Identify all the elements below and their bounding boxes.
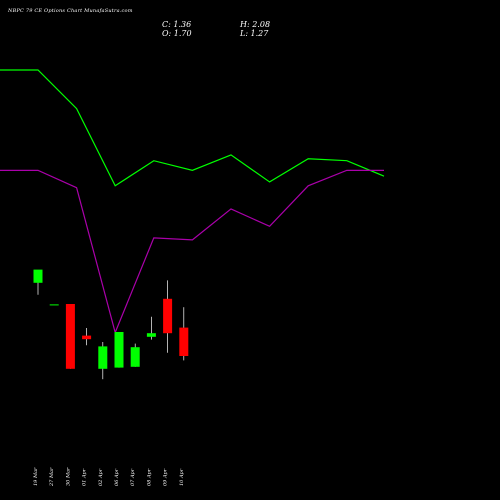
x-tick-label: 19 Mar [33, 467, 39, 486]
candle-body [146, 333, 156, 337]
candle-body [82, 335, 92, 340]
x-tick-label: 30 Mar [65, 467, 71, 486]
candle-body [179, 327, 189, 356]
close-value: C: 1.36 [162, 20, 192, 29]
upper-indicator-line [0, 69, 385, 187]
candle-body [163, 298, 173, 334]
candle-body [130, 347, 140, 367]
x-tick-label: 08 Apr [146, 468, 152, 486]
x-tick-label: 27 Mar [49, 467, 55, 487]
candle-body [65, 304, 75, 369]
candle-body [114, 332, 124, 368]
high-value: H: 2.08 [240, 20, 271, 29]
indicator-lines [0, 69, 385, 335]
x-tick-label: 02 Apr [98, 468, 104, 486]
candle-body [33, 269, 43, 283]
x-axis-labels: 19 Mar 27 Mar 30 Mar 01 Apr 02 Apr 06 Apr 07 A… [33, 467, 185, 487]
chart-title: NBPC 79 CE Options Chart MunafaSutra.com [8, 8, 133, 14]
x-tick-label: 01 Apr [82, 468, 88, 486]
candle-body [98, 346, 108, 369]
x-tick-label: 09 Apr [163, 468, 169, 486]
x-tick-label: 06 Apr [114, 468, 120, 486]
x-tick-label: 07 Apr [130, 468, 136, 486]
low-value: L: 1.27 [240, 29, 269, 38]
candle-body [49, 304, 59, 306]
x-tick-label: 10 Apr [179, 468, 185, 486]
candles [33, 269, 189, 380]
open-value: O: 1.70 [162, 29, 192, 38]
lower-indicator-line [0, 169, 384, 335]
